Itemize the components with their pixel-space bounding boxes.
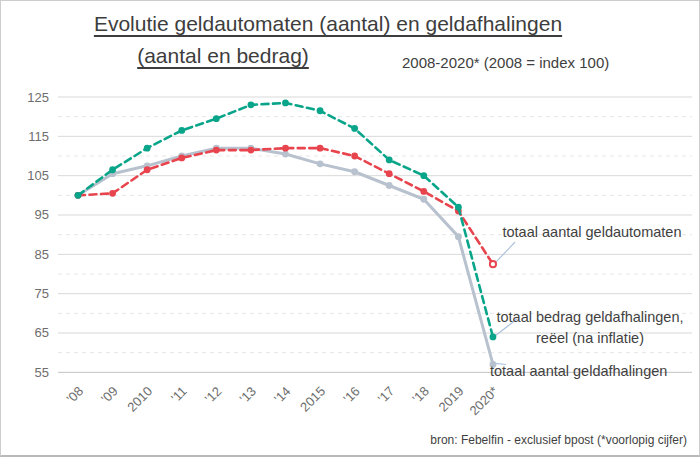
y-tick-label: 95	[35, 207, 49, 222]
data-point	[109, 190, 116, 197]
x-tick-label: 2019	[435, 384, 466, 415]
y-tick-label: 65	[35, 325, 49, 340]
series-label: reëel (na inflatie)	[536, 330, 644, 346]
data-point	[420, 188, 427, 195]
y-axis-labels: 125 115 105 95 85 75 65 55	[27, 90, 49, 380]
y-tick-label: 125	[27, 90, 49, 105]
y-tick-label: 75	[35, 286, 49, 301]
data-point	[420, 196, 427, 203]
chart-frame: Evolutie geldautomaten (aantal) en gelda…	[0, 0, 700, 457]
x-axis-labels: '08 '092010 '11 '12 '13 '142015 '16 '17 '1820192…	[64, 384, 502, 419]
x-tick-label: '09	[98, 384, 121, 407]
series-label: totaal aantal geldafhalingen	[490, 363, 667, 379]
data-point	[420, 172, 427, 179]
data-point	[455, 233, 462, 240]
data-point	[178, 155, 185, 162]
y-tick-label: 105	[27, 168, 49, 183]
data-point	[178, 127, 185, 134]
x-tick-label: '14	[271, 384, 294, 407]
data-point-open	[490, 261, 496, 267]
data-point	[386, 170, 393, 177]
series-1	[75, 145, 496, 268]
y-tick-label: 55	[35, 365, 49, 380]
x-tick-label: '17	[375, 384, 398, 407]
data-point	[386, 157, 393, 164]
x-tick-label: '11	[168, 384, 190, 406]
data-point	[144, 166, 151, 173]
series-annotations: totaal aantal geldautomaten totaal bedrag…	[490, 224, 684, 379]
data-point	[351, 168, 358, 175]
data-point	[317, 160, 324, 167]
x-tick-label: 2020*	[466, 384, 501, 419]
data-point	[282, 151, 289, 158]
data-point	[282, 145, 289, 152]
series-3	[75, 145, 497, 368]
data-point	[317, 145, 324, 152]
data-point	[109, 166, 116, 173]
y-tick-label: 115	[28, 129, 49, 144]
leader-lines	[495, 242, 517, 365]
x-tick-label: 2010	[124, 384, 155, 415]
source-note: bron: Febelfin - exclusief bpost (*voorl…	[430, 433, 687, 447]
x-tick-label: '08	[64, 384, 87, 407]
series-label: totaal aantal geldautomaten	[503, 224, 682, 240]
data-point	[213, 147, 220, 154]
x-tick-label: '12	[202, 384, 225, 407]
line-chart: 125 115 105 95 85 75 65 55 '08 '092010 '11 '12 '13 '1…	[1, 1, 700, 457]
data-point	[386, 182, 393, 189]
data-point	[351, 153, 358, 160]
data-point	[282, 99, 289, 106]
series-2	[75, 99, 497, 340]
x-tick-label: '13	[236, 384, 259, 407]
data-point	[213, 115, 220, 122]
data-point	[455, 204, 462, 211]
data-point	[317, 107, 324, 114]
data-point	[248, 101, 255, 108]
x-tick-label: '18	[409, 384, 432, 407]
series-label: totaal bedrag geldafhalingen,	[496, 309, 683, 325]
data-point	[248, 147, 255, 154]
data-point	[490, 334, 497, 341]
x-tick-label: 2015	[297, 384, 328, 415]
data-point	[144, 145, 151, 152]
y-tick-label: 85	[35, 247, 49, 262]
x-tick-label: '16	[340, 384, 363, 407]
data-point	[75, 192, 82, 199]
data-point	[351, 125, 358, 132]
